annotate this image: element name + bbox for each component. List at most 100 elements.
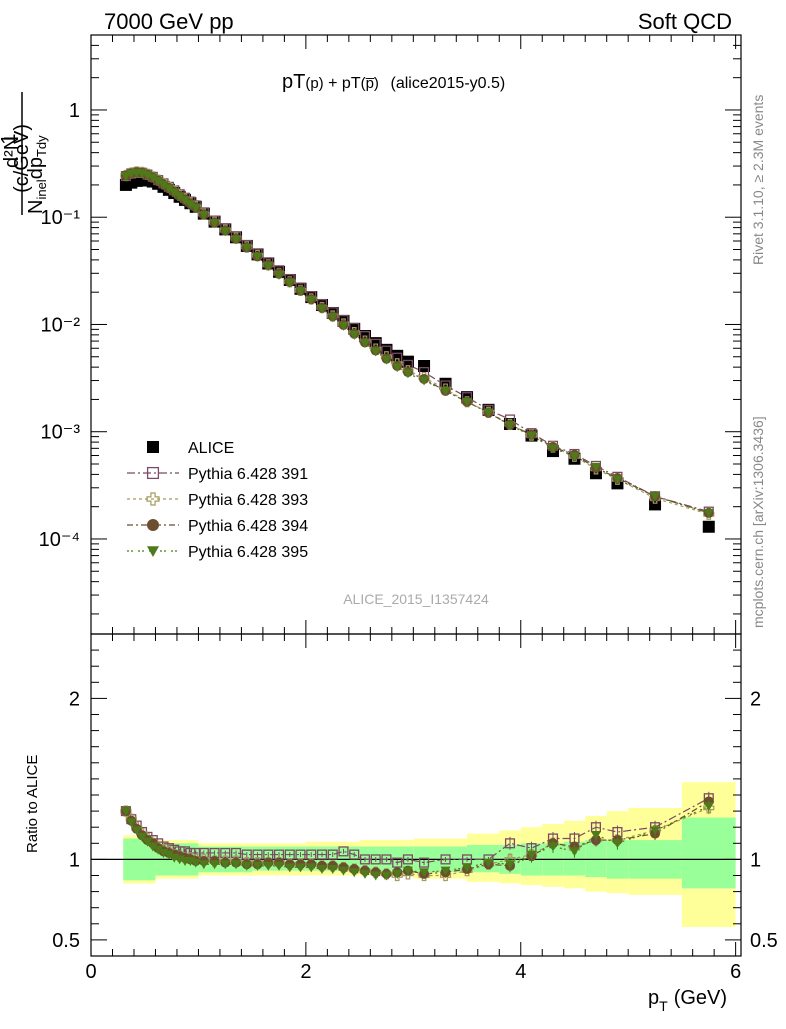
ratio-point	[703, 802, 714, 812]
ratio-point	[349, 868, 360, 878]
y-tick-label: 10⁻³	[41, 422, 81, 444]
ratio-point	[220, 847, 231, 859]
ratio-point	[590, 831, 601, 841]
y-label-den: NineldpTdy	[25, 135, 49, 214]
y-tick-label: 10⁻²	[41, 314, 81, 336]
main-point	[327, 313, 338, 323]
ratio-y-tick-label-right: 0.5	[750, 930, 778, 952]
ratio-point	[316, 865, 327, 875]
main-point	[370, 347, 381, 357]
y-axis-label-main: 1 NineldpTdy d²N (c/GeV)	[0, 92, 49, 215]
x-tick-label: 2	[300, 961, 311, 983]
ratio-point	[198, 860, 209, 870]
main-point	[547, 444, 558, 454]
main-point	[241, 243, 252, 253]
ratio-point	[241, 849, 252, 860]
main-point	[359, 339, 370, 349]
x-tick-label: 6	[730, 961, 741, 983]
ratio-point	[252, 849, 263, 860]
legend-label: Pythia 6.428 393	[188, 492, 308, 509]
analysis-label: ALICE_2015_I1357424	[343, 591, 489, 607]
legend-marker	[147, 519, 159, 531]
ratio-point	[402, 854, 413, 865]
ratio-point	[526, 850, 537, 860]
ratio-point	[504, 838, 516, 849]
ratio-point	[316, 849, 328, 860]
ratio-point	[505, 860, 516, 870]
main-point	[419, 376, 430, 386]
ratio-y-tick-label: 0.5	[52, 930, 80, 952]
main-point	[369, 337, 382, 350]
ratio-y-tick-label-right: 1	[750, 849, 761, 871]
main-point	[349, 330, 360, 340]
legend-label: ALICE	[188, 440, 234, 457]
ratio-point	[370, 871, 381, 881]
legend: ALICE Pythia 6.428 391 Pythia 6.428 393 Pyt…	[127, 440, 308, 561]
ratio-point	[370, 854, 381, 865]
ratio-point	[402, 866, 413, 876]
ratio-point	[462, 863, 473, 873]
ratio-point	[231, 860, 242, 870]
ratio-band-inner	[681, 817, 736, 889]
legend-marker	[146, 492, 160, 506]
ratio-point	[163, 850, 174, 860]
ratio-band-inner	[585, 840, 607, 878]
legend-label: Pythia 6.428 395	[188, 544, 308, 561]
main-point	[158, 180, 169, 190]
ratio-point	[440, 866, 451, 876]
main-point	[252, 252, 263, 262]
main-point	[338, 321, 349, 331]
main-point	[590, 462, 601, 472]
ratio-point	[612, 839, 623, 849]
ratio-point	[120, 807, 131, 817]
ratio-point	[419, 857, 430, 868]
ratio-point	[153, 845, 164, 855]
ratio-point	[147, 842, 158, 852]
x-tick-label: 0	[85, 961, 96, 983]
ratio-point	[381, 871, 392, 881]
main-point	[649, 498, 662, 511]
plot-title: pT(p) + pT(p̅) (alice2015-y0.5)	[282, 71, 505, 93]
ratio-point	[327, 865, 338, 875]
y-label-dn: d²N	[1, 136, 23, 168]
ratio-point	[392, 857, 403, 868]
ratio-point	[359, 869, 370, 879]
y-label-num: 1	[0, 133, 20, 144]
plot-title-sub2: (p̅)	[361, 75, 379, 92]
legend-marker	[146, 466, 160, 480]
main-point	[153, 177, 164, 187]
main-point	[702, 520, 715, 533]
ratio-point	[306, 863, 317, 873]
main-point	[483, 408, 494, 418]
ratio-point	[220, 860, 231, 870]
ratio-y-tick-label-right: 2	[750, 688, 761, 710]
legend-label: Pythia 6.428 394	[188, 518, 308, 535]
ratio-point	[131, 826, 142, 836]
y-tick-label: 10⁻¹	[41, 207, 81, 229]
ratio-point	[650, 826, 661, 836]
main-point	[703, 508, 714, 518]
main-point	[274, 270, 285, 280]
main-point	[198, 210, 209, 220]
main-point	[392, 363, 403, 373]
main-point	[209, 219, 220, 229]
main-point	[402, 369, 413, 379]
main-point	[612, 475, 623, 485]
ratio-point	[263, 861, 274, 871]
ratio-frame	[90, 633, 742, 957]
main-point	[169, 188, 180, 198]
ratio-point	[392, 869, 403, 879]
main-point	[306, 296, 317, 306]
main-point	[120, 172, 131, 182]
y-tick-label: 10⁻⁴	[39, 529, 80, 551]
ratio-point	[295, 863, 306, 873]
y-tick-label: 1	[69, 100, 80, 122]
main-point	[650, 492, 661, 502]
ratio-point	[137, 832, 148, 842]
main-point	[295, 287, 306, 297]
main-point	[381, 355, 392, 365]
main-point	[185, 200, 196, 210]
header-right: Soft QCD	[638, 9, 732, 34]
main-point	[231, 235, 242, 245]
x-tick-label: 4	[515, 961, 526, 983]
